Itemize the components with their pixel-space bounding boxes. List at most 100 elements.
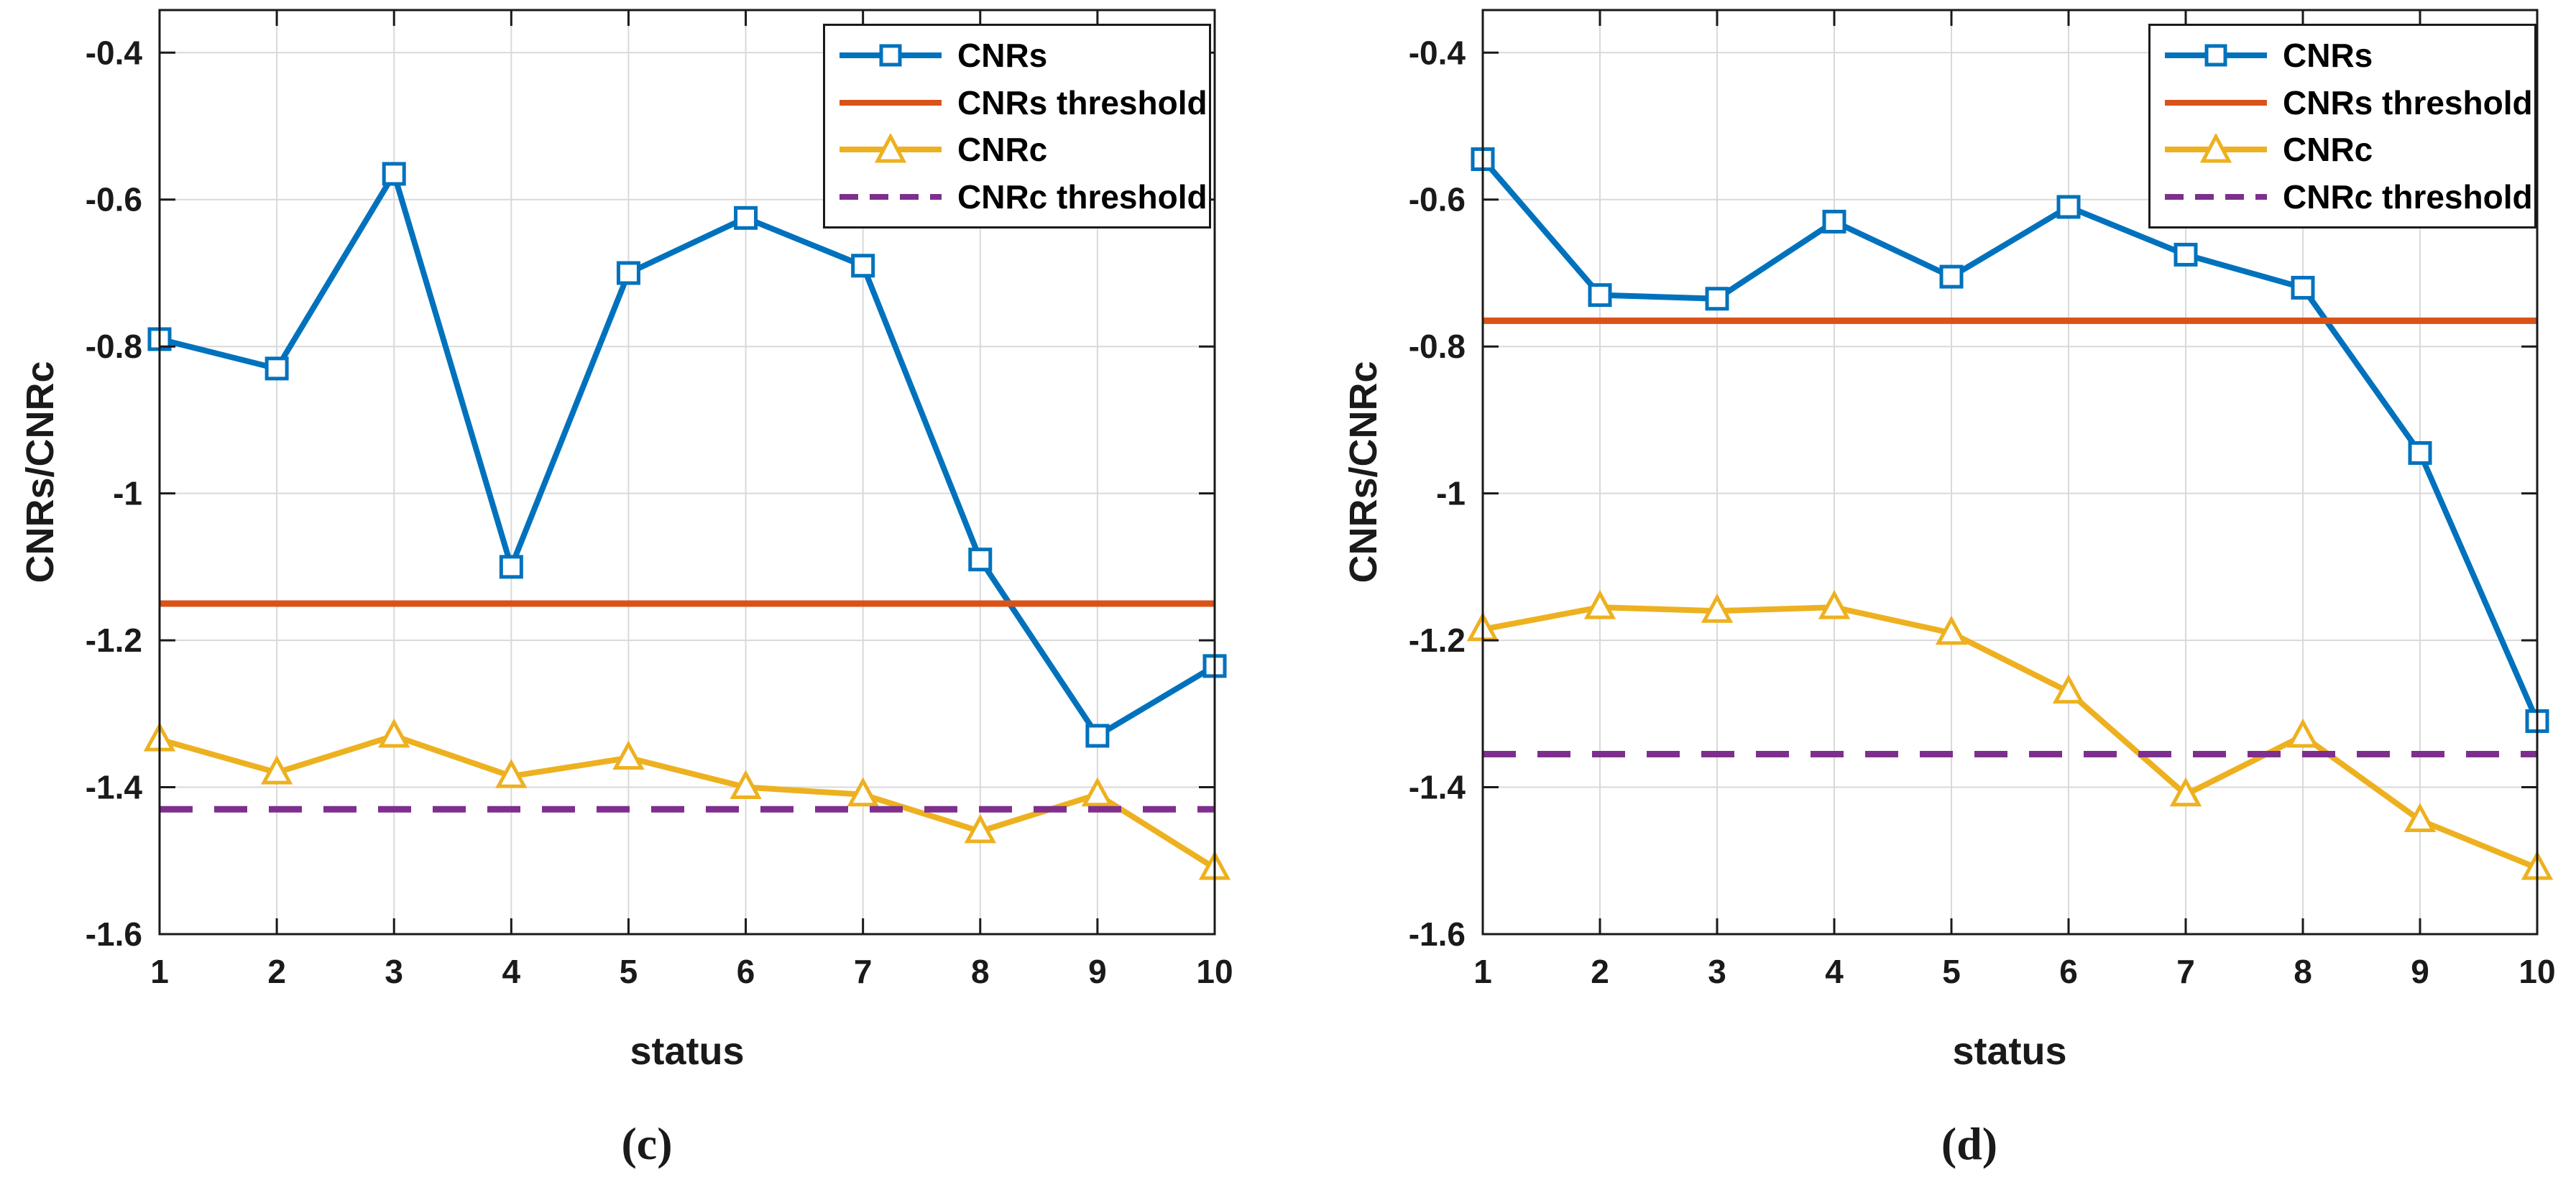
data-point-square-marker	[2291, 275, 2315, 300]
y-tick-label: -0.4	[1409, 34, 1466, 71]
data-point-square-marker	[2174, 242, 2198, 267]
data-point-square-marker	[1705, 287, 1729, 311]
data-point-square-marker	[382, 162, 406, 186]
data-point-triangle-marker	[2404, 803, 2437, 833]
y-tick-label: -1.2	[1409, 622, 1466, 659]
data-point-triangle-marker	[730, 770, 762, 800]
x-tick-label: 9	[2411, 953, 2429, 990]
y-tick-label: -1.2	[86, 622, 142, 659]
x-tick-label: 2	[1591, 953, 1609, 990]
x-tick-label: 3	[1708, 953, 1726, 990]
legend-label: CNRs	[957, 36, 1048, 74]
series-cnrc-line	[1482, 604, 2539, 871]
data-point-square-marker	[851, 254, 875, 278]
legend-line-square-swatch	[840, 44, 942, 67]
y-tick-label: -1.6	[1409, 915, 1466, 953]
data-point-square-marker	[734, 206, 758, 230]
x-tick-label: 5	[1942, 953, 1961, 990]
legend-triangle-marker	[874, 134, 907, 163]
data-point-triangle-marker	[1081, 777, 1114, 807]
x-tick-label: 1	[150, 953, 169, 990]
legend-line-triangle-swatch	[840, 134, 942, 163]
chart-d-caption: (d)	[1941, 1118, 1998, 1169]
data-point-triangle-marker	[495, 758, 528, 788]
data-point-square-marker	[616, 261, 640, 285]
legend-label: CNRc	[2283, 131, 2373, 169]
data-point-square-marker	[499, 555, 523, 579]
series-cnrs-line	[1480, 157, 2540, 723]
data-point-triangle-marker	[1701, 593, 1734, 623]
chart-d-y-axis-label: CNRs/CNRc	[1342, 361, 1385, 583]
chart-c-legend: CNRs CNRs threshold CNRc CNRc threshold	[823, 24, 1211, 229]
data-point-triangle-marker	[2052, 674, 2085, 704]
data-point-triangle-marker	[260, 754, 293, 785]
legend-label: CNRs threshold	[2283, 83, 2533, 121]
y-tick-label: -0.4	[86, 34, 143, 71]
axes-box	[1481, 9, 2539, 936]
legend-item: CNRc	[837, 132, 1209, 167]
axes-box	[158, 9, 1216, 936]
y-tick-label: -1	[113, 475, 142, 512]
legend-item: CNRc threshold	[2162, 180, 2534, 214]
y-tick-label: -1.4	[86, 769, 143, 806]
y-tick-label: -0.8	[86, 328, 142, 365]
legend-item: CNRs threshold	[837, 86, 1209, 120]
data-point-square-marker	[2056, 195, 2081, 219]
legend-line-swatch	[840, 99, 942, 106]
series-cnrs-line	[159, 170, 1217, 739]
data-point-square-marker	[968, 548, 993, 572]
legend-item: CNRc	[2162, 132, 2534, 167]
data-point-square-marker	[264, 356, 289, 381]
legend-dashed-line-swatch	[2165, 194, 2267, 200]
x-tick-label: 4	[502, 953, 521, 990]
x-tick-label: 1	[1473, 953, 1492, 990]
data-point-triangle-marker	[1818, 589, 1851, 619]
legend-dashed-line-swatch	[840, 194, 942, 200]
data-point-triangle-marker	[1935, 615, 1968, 645]
x-tick-label: 7	[854, 953, 873, 990]
legend-item: CNRs threshold	[2162, 86, 2534, 120]
chart-c-plot-area: 1 2 3 4 5 6 7 8 9 10 -0.4 -0.6 -0.8 -1 -1.2 -1.4 -1.6	[86, 9, 1233, 990]
x-tick-label: 4	[1825, 953, 1844, 990]
legend-label: CNRs threshold	[957, 83, 1208, 121]
legend-label: CNRc	[957, 131, 1048, 169]
y-tick-label: -0.6	[1409, 181, 1466, 218]
data-point-square-marker	[2408, 440, 2432, 465]
data-point-square-marker	[1588, 283, 1612, 308]
y-tick-label: -1.4	[1409, 769, 1466, 806]
legend-item: CNRs	[2162, 38, 2534, 73]
data-point-square-marker	[1939, 264, 1964, 289]
x-tick-label: 6	[737, 953, 755, 990]
legend-label: CNRc threshold	[2283, 178, 2533, 216]
x-tick-label: 3	[385, 953, 403, 990]
legend-triangle-marker	[2199, 134, 2232, 163]
data-point-triangle-marker	[847, 777, 879, 807]
x-tick-label: 8	[971, 953, 990, 990]
data-point-triangle-marker	[2286, 718, 2319, 748]
x-tick-label: 5	[620, 953, 638, 990]
data-point-triangle-marker	[378, 718, 410, 748]
legend-line-triangle-swatch	[2165, 134, 2267, 163]
legend-square-marker	[2204, 44, 2227, 67]
chart-c-x-axis-label: status	[630, 1030, 745, 1073]
series-cnrc-line	[158, 732, 1217, 871]
data-point-triangle-marker	[612, 740, 645, 770]
x-tick-label: 6	[2059, 953, 2078, 990]
legend-label: CNRc threshold	[957, 178, 1208, 216]
data-point-triangle-marker	[1583, 589, 1616, 619]
data-point-square-marker	[1085, 724, 1110, 748]
x-tick-label: 10	[1196, 953, 1233, 990]
data-point-triangle-marker	[2169, 777, 2202, 807]
y-tick-label: -1	[1436, 475, 1466, 512]
chart-c-y-axis-label: CNRs/CNRc	[19, 361, 62, 583]
x-tick-label: 2	[267, 953, 286, 990]
data-point-square-marker	[1822, 209, 1846, 234]
legend-line-square-swatch	[2165, 44, 2267, 67]
legend-square-marker	[879, 44, 902, 67]
y-tick-label: -1.6	[86, 915, 142, 953]
chart-c-caption: (c)	[621, 1118, 673, 1169]
legend-line-swatch	[2165, 99, 2267, 106]
legend-item: CNRc threshold	[837, 180, 1209, 214]
legend-item: CNRs	[837, 38, 1209, 73]
